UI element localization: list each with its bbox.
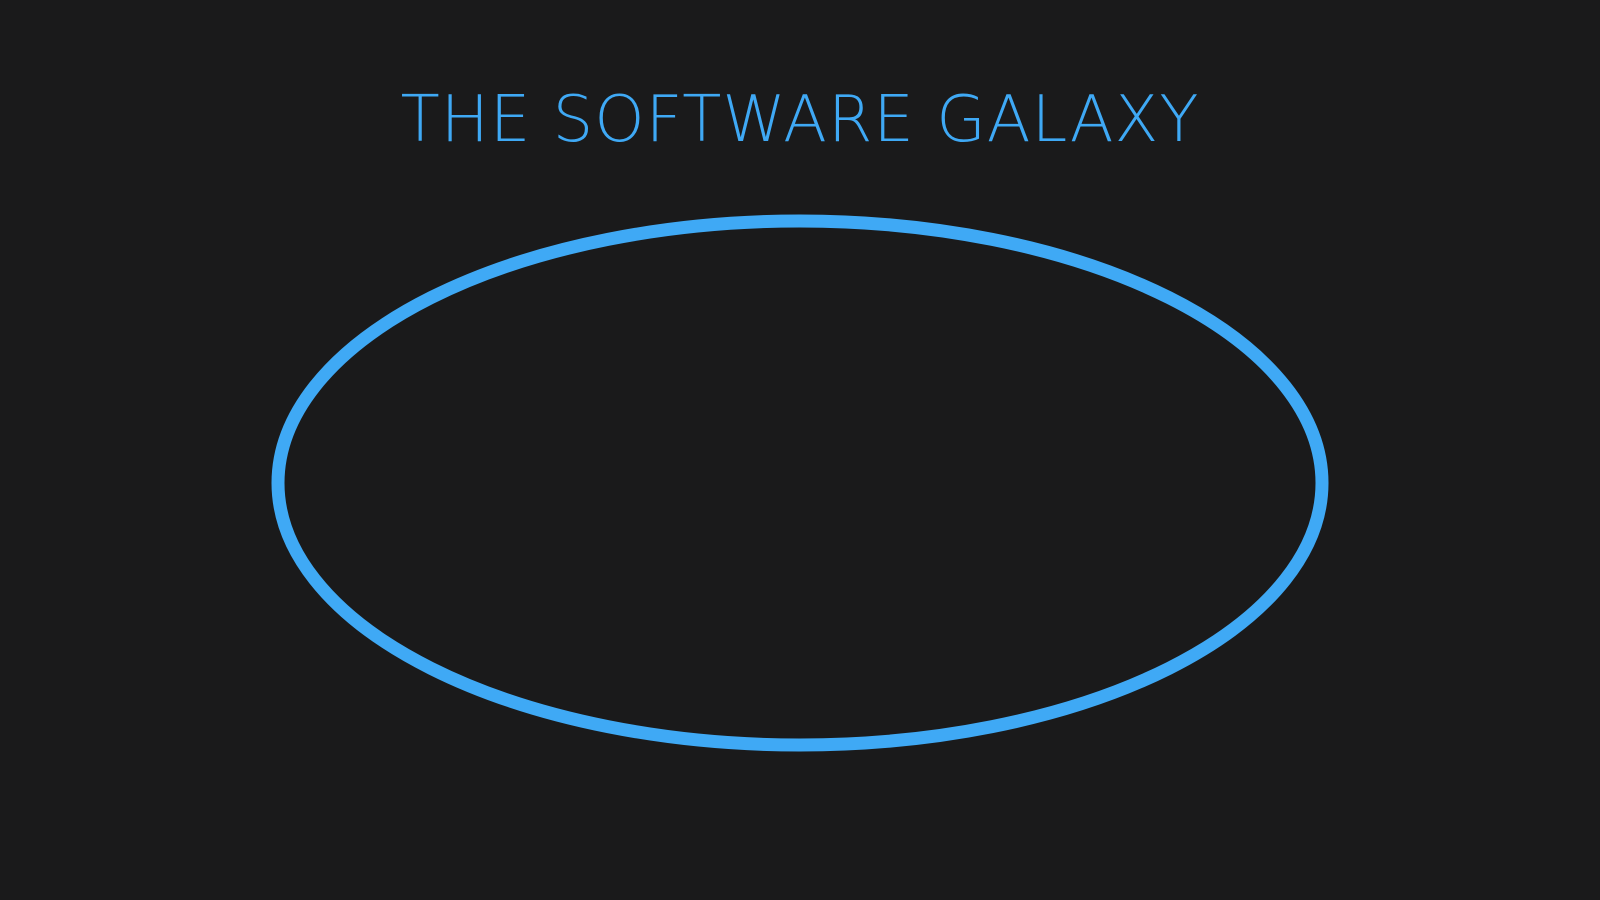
galaxy-ellipse — [271, 214, 1329, 752]
slide-title: THE SOFTWARE GALAXY — [400, 83, 1200, 157]
